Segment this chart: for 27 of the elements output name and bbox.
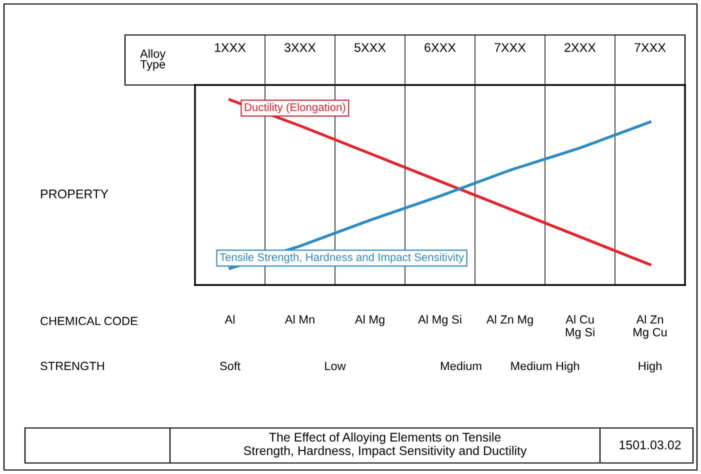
text: Al Zn Mg (486, 315, 533, 326)
text: CHEMICAL CODE (40, 316, 138, 326)
x-tick-label: 3XXX (284, 43, 316, 52)
text: Al Cu Mg Si (566, 315, 594, 339)
text: Medium High (511, 361, 580, 373)
text: Al Mn (284, 315, 314, 324)
x-tick-label: 1XXX (214, 43, 246, 52)
text: High (638, 361, 662, 373)
text: Soft (220, 362, 240, 370)
series-label: Ductility (Elongation) (244, 102, 346, 114)
text: PROPERTY (41, 190, 108, 198)
x-tick-label: 7XXX (494, 43, 526, 52)
text: Al Mg (354, 315, 384, 326)
x-tick-label: 7XXX (634, 43, 666, 52)
text: Al Mg Si (418, 315, 462, 326)
x-tick-label: 2XXX (564, 43, 596, 52)
x-tick-label: 6XXX (424, 43, 456, 52)
series-label: Tensile Strength, Hardness and Impact Sensitivity (220, 252, 464, 264)
text: The Effect of Alloying Elements on Tensile Strength, Hardness, Impact Sensitivity and Ductility (244, 432, 527, 458)
text: Medium (440, 361, 482, 370)
text: Al (224, 315, 234, 324)
text: STRENGTH (40, 362, 104, 370)
x-tick-label: 5XXX (354, 43, 386, 52)
text: Al Zn Mg Cu (634, 315, 667, 339)
text: 1501.03.02 (620, 440, 681, 450)
text: Alloy Type (140, 49, 166, 71)
text: Low (325, 362, 346, 370)
